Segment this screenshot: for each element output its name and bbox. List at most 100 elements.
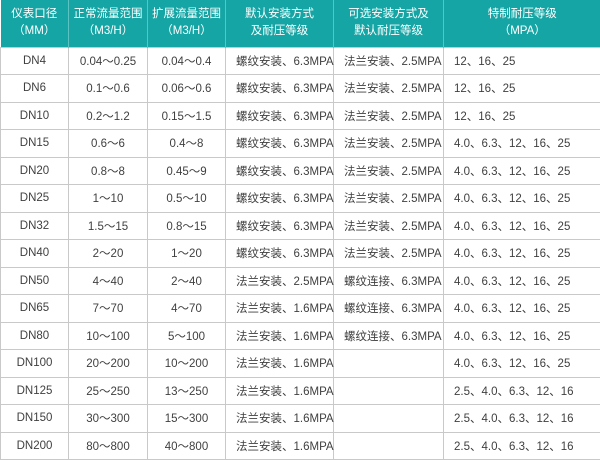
table-cell-c2: 13～250	[148, 377, 226, 405]
column-header-line1: 特制耐压等级	[448, 6, 597, 23]
column-header-line2: （M3/H）	[73, 23, 143, 40]
table-cell-c5: 4.0、6.3、12、16、25	[444, 157, 600, 185]
table-cell-c3: 螺纹安装、6.3MPA	[226, 47, 334, 75]
table-cell-c2: 0.4～8	[148, 130, 226, 158]
table-cell-c1: 0.6～6	[69, 130, 148, 158]
table-cell-c4: 螺纹连接、6.3MPA	[334, 322, 444, 350]
table-cell-c4	[334, 432, 444, 460]
table-cell-c4	[334, 377, 444, 405]
table-cell-c0: DN65	[1, 295, 69, 323]
table-cell-c4: 法兰安装、2.5MPA	[334, 157, 444, 185]
column-header-line1: 默认安装方式	[230, 6, 329, 23]
table-cell-c5: 2.5、4.0、6.3、12、16	[444, 405, 600, 433]
table-cell-c2: 5～100	[148, 322, 226, 350]
table-cell-c0: DN125	[1, 377, 69, 405]
table-cell-c4: 螺纹连接、6.3MPA	[334, 295, 444, 323]
table-cell-c1: 20～200	[69, 350, 148, 378]
table-cell-c5: 4.0、6.3、12、16、25	[444, 185, 600, 213]
column-header-line2: （M3/H）	[152, 23, 221, 40]
table-cell-c0: DN40	[1, 240, 69, 268]
table-cell-c2: 4～70	[148, 295, 226, 323]
table-cell-c4: 法兰安装、2.5MPA	[334, 75, 444, 103]
table-cell-c2: 0.15～1.5	[148, 102, 226, 130]
table-header: 仪表口径（MM）正常流量范围（M3/H）扩展流量范围（M3/H）默认安装方式及耐…	[1, 0, 600, 47]
table-cell-c5: 12、16、25	[444, 75, 600, 103]
table-cell-c2: 10～200	[148, 350, 226, 378]
table-cell-c0: DN20	[1, 157, 69, 185]
table-cell-c5: 4.0、6.3、12、16、25	[444, 130, 600, 158]
table-cell-c4: 法兰安装、2.5MPA	[334, 212, 444, 240]
table-cell-c2: 0.5～10	[148, 185, 226, 213]
table-cell-c3: 螺纹安装、6.3MPA	[226, 240, 334, 268]
table-cell-c1: 0.8～8	[69, 157, 148, 185]
column-header-line1: 正常流量范围	[73, 6, 143, 23]
column-header-line2: （MPA）	[448, 23, 597, 40]
column-header-1: 正常流量范围（M3/H）	[69, 0, 148, 47]
table-cell-c2: 1～20	[148, 240, 226, 268]
table-cell-c3: 螺纹安装、6.3MPA	[226, 75, 334, 103]
column-header-0: 仪表口径（MM）	[1, 0, 69, 47]
table-cell-c5: 4.0、6.3、12、16、25	[444, 322, 600, 350]
table-cell-c4: 法兰安装、2.5MPA	[334, 47, 444, 75]
table-cell-c1: 0.1～0.6	[69, 75, 148, 103]
table-cell-c1: 80～800	[69, 432, 148, 460]
table-cell-c1: 0.04～0.25	[69, 47, 148, 75]
table-cell-c3: 法兰安装、2.5MPA	[226, 267, 334, 295]
table-cell-c5: 4.0、6.3、12、16、25	[444, 267, 600, 295]
table-cell-c3: 螺纹安装、6.3MPA	[226, 212, 334, 240]
table-cell-c3: 法兰安装、1.6MPA	[226, 350, 334, 378]
table-cell-c2: 15～300	[148, 405, 226, 433]
table-cell-c5: 2.5、4.0、6.3、12、16	[444, 432, 600, 460]
column-header-line2: （MM）	[5, 23, 65, 40]
column-header-2: 扩展流量范围（M3/H）	[148, 0, 226, 47]
table-cell-c0: DN4	[1, 47, 69, 75]
table-cell-c1: 2～20	[69, 240, 148, 268]
table-cell-c3: 法兰安装、1.6MPA	[226, 432, 334, 460]
table-cell-c5: 4.0、6.3、12、16、25	[444, 212, 600, 240]
column-header-5: 特制耐压等级（MPA）	[444, 0, 600, 47]
table-cell-c1: 4～40	[69, 267, 148, 295]
table-cell-c5: 12、16、25	[444, 102, 600, 130]
table-cell-c2: 0.04～0.4	[148, 47, 226, 75]
table-cell-c1: 0.2～1.2	[69, 102, 148, 130]
table-cell-c0: DN15	[1, 130, 69, 158]
table-cell-c5: 2.5、4.0、6.3、12、16	[444, 377, 600, 405]
table-cell-c3: 法兰安装、1.6MPA	[226, 405, 334, 433]
table-cell-c0: DN6	[1, 75, 69, 103]
column-header-line2: 及耐压等级	[230, 23, 329, 40]
column-header-4: 可选安装方式及默认耐压等级	[334, 0, 444, 47]
column-header-3: 默认安装方式及耐压等级	[226, 0, 334, 47]
table-cell-c0: DN80	[1, 322, 69, 350]
table-cell-c0: DN100	[1, 350, 69, 378]
table-cell-c0: DN10	[1, 102, 69, 130]
table-cell-c5: 4.0、6.3、12、16、25	[444, 350, 600, 378]
table-cell-c2: 40～800	[148, 432, 226, 460]
table-cell-c3: 螺纹安装、6.3MPA	[226, 130, 334, 158]
table-cell-c2: 2～40	[148, 267, 226, 295]
table-cell-c0: DN32	[1, 212, 69, 240]
table-cell-c1: 25～250	[69, 377, 148, 405]
table-cell-c1: 1.5～15	[69, 212, 148, 240]
table-cell-c4	[334, 350, 444, 378]
table-cell-c2: 0.06～0.6	[148, 75, 226, 103]
table-cell-c5: 4.0、6.3、12、16、25	[444, 295, 600, 323]
column-header-line1: 扩展流量范围	[152, 6, 221, 23]
table-cell-c4: 法兰安装、2.5MPA	[334, 102, 444, 130]
table-cell-c3: 法兰安装、1.6MPA	[226, 377, 334, 405]
table-cell-c3: 法兰安装、1.6MPA	[226, 295, 334, 323]
